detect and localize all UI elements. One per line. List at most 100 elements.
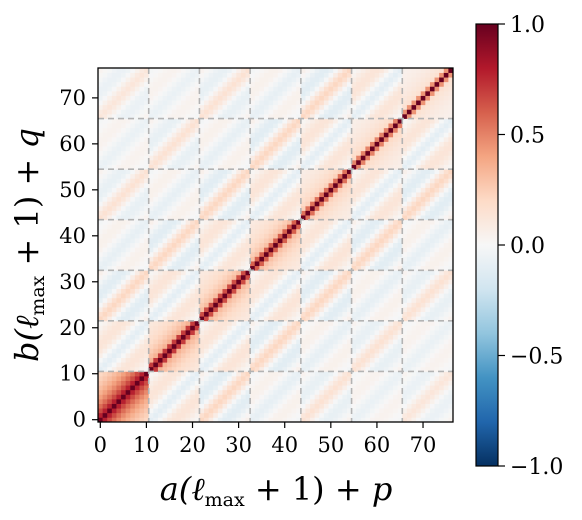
heatmap-cell	[342, 348, 348, 354]
heatmap-cell	[208, 274, 214, 280]
heatmap-cell	[273, 113, 279, 119]
heatmap-cell	[346, 81, 352, 87]
heatmap-cell	[208, 366, 214, 372]
heatmap-cell	[379, 233, 385, 239]
heatmap-cell	[277, 132, 283, 138]
heatmap-cell	[231, 173, 237, 179]
heatmap-cell	[199, 348, 205, 354]
heatmap-cell	[287, 215, 292, 221]
heatmap-cell	[176, 403, 182, 409]
heatmap-cell	[222, 219, 228, 225]
heatmap-cell	[337, 123, 343, 129]
heatmap-cell	[314, 274, 320, 280]
heatmap-cell	[342, 141, 348, 147]
heatmap-cell	[121, 412, 127, 418]
heatmap-cell	[167, 251, 173, 257]
heatmap-cell	[157, 385, 163, 391]
heatmap-cell	[208, 164, 214, 170]
heatmap-cell	[162, 339, 168, 345]
heatmap-cell	[208, 394, 214, 400]
heatmap-cell	[171, 403, 177, 409]
heatmap-cell	[98, 348, 103, 354]
heatmap-cell	[130, 95, 136, 101]
heatmap-cell	[121, 334, 127, 340]
heatmap-cell	[300, 68, 306, 73]
heatmap-cell	[98, 417, 103, 423]
heatmap-cell	[176, 362, 182, 368]
heatmap-cell	[273, 210, 279, 216]
heatmap-cell	[296, 348, 302, 354]
heatmap-cell	[323, 261, 329, 267]
heatmap-cell	[98, 109, 103, 115]
heatmap-cell	[296, 228, 302, 234]
heatmap-cell	[263, 293, 269, 299]
heatmap-cell	[282, 68, 288, 73]
heatmap-cell	[356, 394, 362, 400]
heatmap-cell	[356, 127, 362, 133]
heatmap-cell	[98, 357, 103, 363]
heatmap-cell	[323, 77, 329, 83]
heatmap-cell	[157, 412, 163, 418]
heatmap-cell	[305, 348, 311, 354]
heatmap-cell	[314, 330, 320, 335]
heatmap-cell	[277, 297, 283, 303]
heatmap-cell	[273, 399, 279, 404]
heatmap-cell	[125, 274, 131, 280]
heatmap-cell	[190, 408, 196, 414]
heatmap-cell	[125, 380, 131, 386]
heatmap-cell	[379, 215, 385, 221]
heatmap-cell	[323, 353, 329, 358]
heatmap-cell	[356, 339, 362, 345]
heatmap-cell	[351, 219, 357, 225]
heatmap-cell	[319, 302, 325, 308]
heatmap-cell	[337, 100, 343, 106]
heatmap-cell	[157, 201, 163, 207]
heatmap-cell	[305, 399, 311, 404]
heatmap-cell	[185, 141, 191, 147]
heatmap-cell	[208, 376, 214, 381]
heatmap-cell	[213, 417, 219, 423]
heatmap-cell	[282, 380, 288, 386]
heatmap-cell	[107, 224, 113, 230]
heatmap-cell	[171, 389, 177, 395]
heatmap-cell	[370, 178, 375, 184]
heatmap-cell	[388, 316, 394, 322]
heatmap-cell	[379, 150, 385, 156]
heatmap-cell	[222, 118, 228, 124]
heatmap-cell	[167, 242, 173, 248]
heatmap-cell	[231, 408, 237, 414]
heatmap-cell	[282, 228, 288, 234]
heatmap-cell	[231, 242, 237, 248]
heatmap-cell	[393, 242, 399, 248]
heatmap-cell	[139, 187, 145, 193]
heatmap-cell	[310, 118, 316, 124]
heatmap-cell	[370, 100, 375, 106]
heatmap-cell	[227, 261, 233, 267]
heatmap-cell	[180, 155, 186, 161]
heatmap-cell	[360, 169, 366, 175]
heatmap-cell	[116, 302, 122, 308]
heatmap-cell	[139, 256, 145, 262]
heatmap-cell	[116, 72, 122, 78]
heatmap-cell	[157, 182, 163, 188]
heatmap-cell	[351, 412, 357, 418]
heatmap-cell	[245, 215, 251, 221]
heatmap-cell	[121, 366, 127, 372]
heatmap-cell	[365, 81, 371, 87]
heatmap-cell	[388, 219, 394, 225]
heatmap-cell	[180, 224, 186, 230]
heatmap-cell	[227, 348, 233, 354]
heatmap-cell	[121, 224, 127, 230]
heatmap-cell	[139, 408, 145, 414]
heatmap-cell	[254, 284, 260, 290]
heatmap-cell	[116, 403, 122, 409]
heatmap-cell	[282, 256, 288, 262]
heatmap-cell	[254, 297, 260, 303]
heatmap-cell	[171, 371, 177, 377]
heatmap-cell	[379, 256, 385, 262]
heatmap-cell	[374, 109, 380, 115]
heatmap-cell	[213, 366, 219, 372]
heatmap-cell	[383, 316, 389, 322]
heatmap-cell	[379, 320, 385, 326]
heatmap-cell	[273, 270, 279, 276]
